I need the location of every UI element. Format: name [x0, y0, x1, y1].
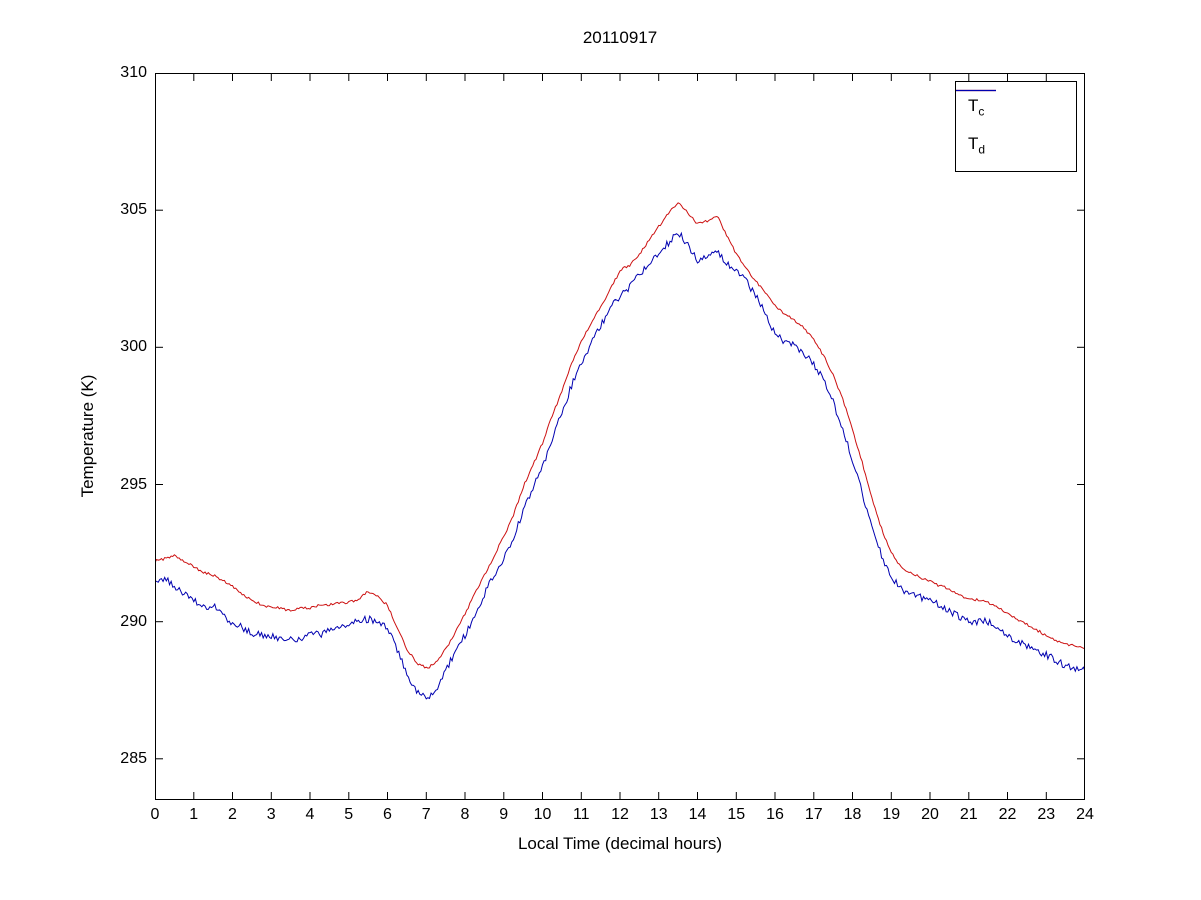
x-tick-label: 15: [727, 806, 746, 823]
x-tick-label: 9: [499, 806, 509, 823]
x-tick-label: 19: [882, 806, 901, 823]
x-tick-label: 2: [228, 806, 237, 823]
x-axis-label: Local Time (decimal hours): [517, 834, 723, 853]
x-tick-label: 11: [572, 806, 590, 823]
x-tick-label: 1: [189, 806, 199, 823]
legend-line-sample-td: [956, 89, 996, 92]
x-tick-label: 13: [649, 806, 668, 823]
x-tick-label: 24: [1076, 806, 1094, 823]
legend: Tc Td: [955, 81, 1077, 172]
y-tick-label: 290: [120, 612, 147, 630]
legend-label-td: Td: [968, 134, 986, 157]
x-tick-label: 12: [611, 806, 629, 823]
x-tick-label: 21: [959, 806, 978, 823]
x-tick-label: 22: [998, 806, 1017, 823]
x-tick-label: 7: [421, 806, 431, 823]
y-tick-label: 310: [120, 64, 147, 81]
series-line-t_c: [155, 202, 1085, 669]
x-tick-label: 20: [921, 806, 939, 823]
x-tick-label: 3: [266, 806, 276, 823]
y-tick-label: 300: [120, 338, 147, 356]
x-tick-label: 8: [460, 806, 470, 823]
x-tick-label: 16: [766, 806, 784, 823]
y-axis-label: Temperature (K): [78, 374, 97, 498]
y-tick-label: 285: [120, 749, 147, 767]
x-tick-label: 6: [383, 806, 392, 823]
x-tick-label: 5: [344, 806, 354, 823]
y-tick-label: 295: [120, 475, 147, 493]
x-tick-label: 0: [150, 806, 160, 823]
plot-area: Tc Td: [155, 73, 1085, 800]
y-tick-label: 305: [120, 201, 147, 219]
x-tick-label: 23: [1037, 806, 1056, 823]
x-tick-label: 17: [804, 806, 823, 823]
axes-box: [155, 73, 1085, 800]
chart-title: 20110917: [582, 28, 658, 47]
legend-entry-td: Td: [956, 89, 1076, 164]
x-tick-label: 4: [305, 806, 315, 823]
series-line-t_d: [155, 231, 1085, 700]
x-tick-label: 10: [533, 806, 552, 823]
x-tick-label: 18: [843, 806, 862, 823]
x-tick-label: 14: [688, 806, 707, 823]
legend-label-tc: Tc: [968, 96, 985, 119]
plot-canvas: [155, 73, 1085, 800]
